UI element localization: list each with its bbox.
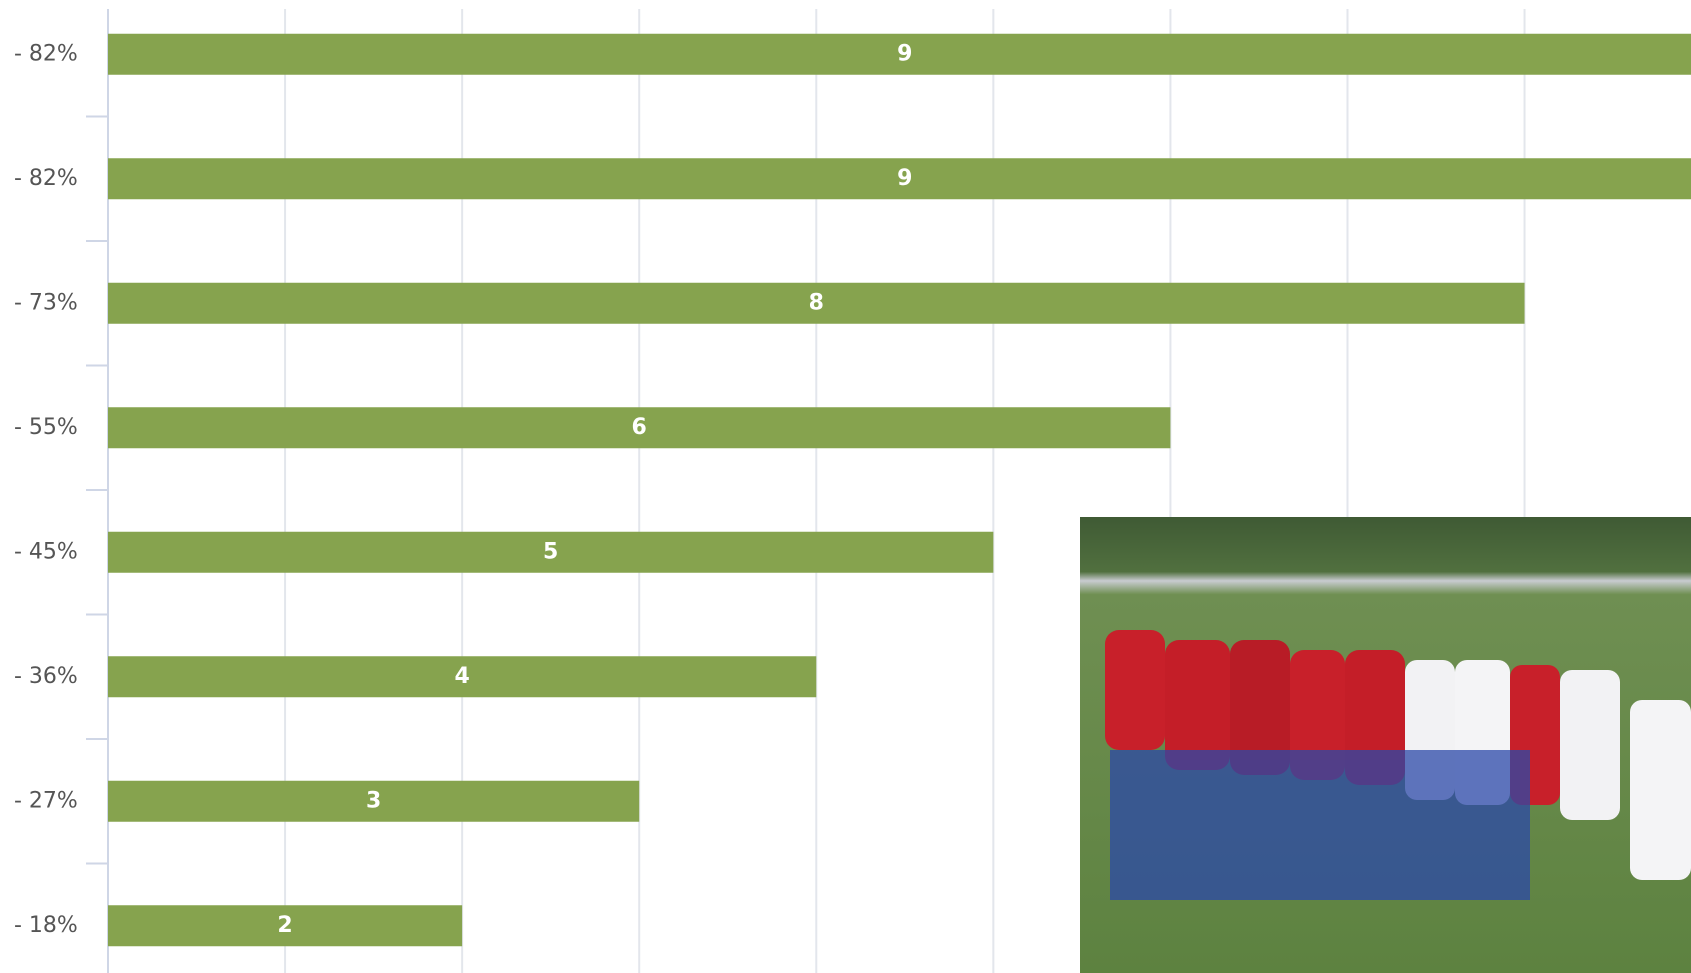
player [1630,700,1691,880]
players [1105,630,1691,900]
bar [108,33,1691,75]
y-tick-label: - 27% [14,788,78,813]
value-label: 9 [897,41,912,66]
y-tick-label: - 73% [14,290,78,315]
bar [108,531,994,573]
y-tick-label: - 36% [14,664,78,689]
y-tick-label: - 82% [14,166,78,191]
player [1560,670,1620,820]
player [1290,650,1345,780]
photo [1080,517,1691,973]
player [1230,640,1290,775]
value-label: 9 [897,166,912,191]
y-tick-label: - 18% [14,913,78,938]
bar [108,780,640,822]
y-tick-label: - 55% [14,415,78,440]
player [1105,630,1165,750]
socks [1110,750,1530,900]
bar [108,656,817,698]
value-label: 4 [454,664,469,689]
bar [108,158,1691,200]
value-label: 2 [277,913,292,938]
bar [108,407,1171,449]
bar [108,282,1525,324]
value-label: 5 [543,539,558,564]
value-label: 6 [632,415,647,440]
value-label: 8 [809,290,824,315]
value-label: 3 [366,788,381,813]
y-tick-label: - 45% [14,539,78,564]
player [1165,640,1230,770]
bar [108,905,463,947]
bars: - 82% 9 - 82% 9 - 73% 8 - 55% 6 - 45% 5 - 36% 4 - 27… [14,33,1691,947]
y-tick-label: - 82% [14,41,78,66]
